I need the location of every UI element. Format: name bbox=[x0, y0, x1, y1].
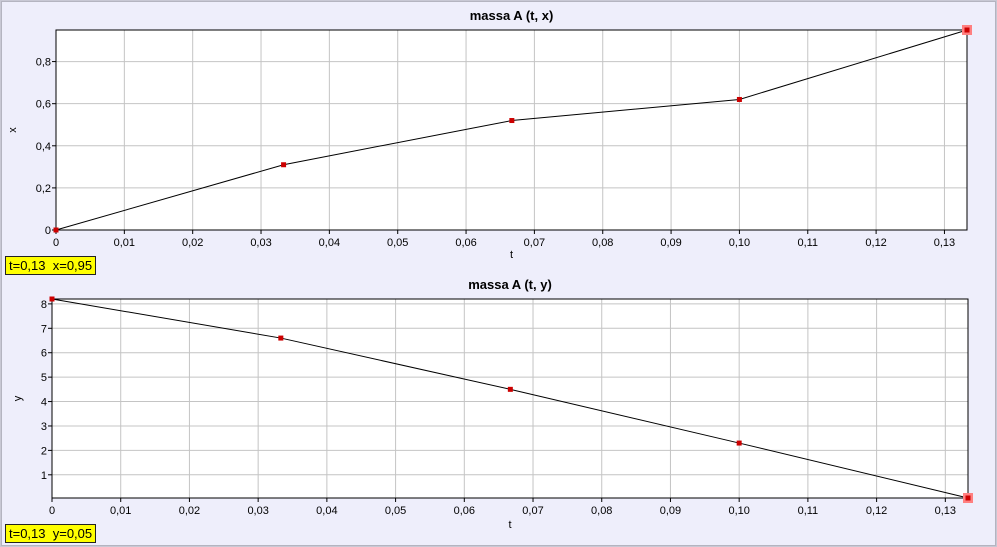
y-tick-label: 5 bbox=[41, 372, 47, 384]
x-tick-label: 0,04 bbox=[319, 237, 340, 249]
y-tick-label: 0,8 bbox=[36, 57, 51, 69]
data-point bbox=[278, 335, 284, 341]
x-tick-label: 0,01 bbox=[114, 237, 135, 249]
x-tick-label: 0,10 bbox=[728, 505, 749, 517]
data-point bbox=[509, 118, 515, 124]
x-tick-label: 0,09 bbox=[660, 505, 681, 517]
plot-border bbox=[55, 29, 968, 231]
x-tick-label: 0,11 bbox=[798, 505, 819, 517]
data-point bbox=[964, 27, 970, 33]
x-tick-label: 0 bbox=[53, 237, 59, 249]
y-axis-label: x bbox=[7, 127, 19, 133]
x-axis-label: t bbox=[508, 519, 511, 531]
y-tick-label: 0,6 bbox=[36, 99, 51, 111]
x-axis-label: t bbox=[510, 249, 513, 261]
plot-area bbox=[56, 30, 967, 230]
y-tick-label: 6 bbox=[41, 348, 47, 360]
chart-title: massa A (t, x) bbox=[470, 8, 554, 23]
x-tick-label: 0,02 bbox=[179, 505, 200, 517]
y-tick-label: 0 bbox=[45, 225, 51, 237]
y-tick-label: 2 bbox=[41, 445, 47, 457]
x-tick-label: 0,01 bbox=[110, 505, 131, 517]
x-tick-label: 0,03 bbox=[250, 237, 271, 249]
x-tick-label: 0,04 bbox=[316, 505, 337, 517]
plot-area bbox=[52, 299, 968, 498]
y-tick-label: 0,4 bbox=[36, 141, 51, 153]
data-point bbox=[53, 227, 59, 233]
x-tick-label: 0,05 bbox=[387, 237, 408, 249]
y-tick-label: 7 bbox=[41, 323, 47, 335]
x-tick-label: 0,09 bbox=[660, 237, 681, 249]
x-tick-label: 0,11 bbox=[797, 237, 818, 249]
plot-border bbox=[51, 298, 969, 499]
x-tick-label: 0,12 bbox=[865, 237, 886, 249]
readout-top: t=0,13 x=0,95 bbox=[5, 256, 97, 275]
data-point bbox=[736, 96, 742, 102]
y-tick-label: 4 bbox=[41, 397, 47, 409]
x-tick-label: 0,07 bbox=[524, 237, 545, 249]
chart-2: massa A (t, y) 0 0,01 0,02 0,03 0,04 0,05 0,06 0… bbox=[12, 277, 973, 531]
y-tick-label: 8 bbox=[41, 299, 47, 311]
x-tick-label: 0,13 bbox=[935, 505, 956, 517]
y-axis-label: y bbox=[12, 395, 24, 401]
x-tick-label: 0,07 bbox=[522, 505, 543, 517]
y-tick-label: 3 bbox=[41, 421, 47, 433]
x-tick-label: 0 bbox=[49, 505, 55, 517]
data-point bbox=[736, 440, 742, 446]
y-tick-label: 1 bbox=[41, 470, 47, 482]
data-point bbox=[281, 162, 287, 168]
chart-title: massa A (t, y) bbox=[468, 277, 552, 292]
x-tick-label: 0,03 bbox=[247, 505, 268, 517]
x-tick-label: 0,06 bbox=[454, 505, 475, 517]
data-point bbox=[507, 386, 513, 392]
x-tick-label: 0,13 bbox=[934, 237, 955, 249]
data-point bbox=[49, 296, 55, 302]
chart-1: massa A (t, x) 0 0,01 0,02 0,03 0,04 0,05 0,06 0… bbox=[7, 8, 972, 261]
x-tick-label: 0,08 bbox=[592, 237, 613, 249]
x-tick-label: 0,05 bbox=[385, 505, 406, 517]
data-point bbox=[965, 495, 971, 501]
y-tick-label: 0,2 bbox=[36, 183, 51, 195]
x-tick-label: 0,10 bbox=[729, 237, 750, 249]
x-tick-label: 0,02 bbox=[182, 237, 203, 249]
x-tick-label: 0,08 bbox=[591, 505, 612, 517]
readout-bottom: t=0,13 y=0,05 bbox=[5, 524, 97, 543]
x-tick-label: 0,12 bbox=[866, 505, 887, 517]
x-tick-label: 0,06 bbox=[455, 237, 476, 249]
